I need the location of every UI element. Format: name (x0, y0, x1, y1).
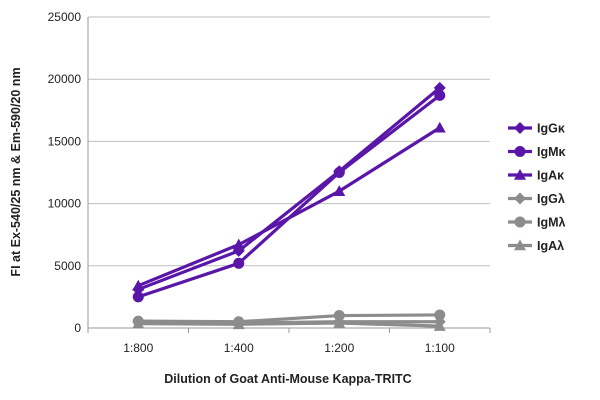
legend-item: IgMλ (508, 216, 566, 230)
legend-label: IgAκ (537, 169, 564, 183)
x-tick-label: 1:400 (224, 341, 254, 355)
legend-item: IgMκ (508, 145, 566, 159)
data-point (433, 81, 446, 94)
x-axis-tick-labels: 1:800 1:400 1:200 1:100 (123, 341, 455, 355)
x-tick-label: 1:100 (425, 341, 455, 355)
data-point (333, 310, 345, 322)
data-point (333, 165, 346, 178)
series-line (138, 320, 440, 325)
series-line (137, 86, 441, 291)
y-tick-label: 5000 (54, 259, 81, 273)
legend-label: IgAλ (537, 239, 564, 253)
data-point (132, 283, 145, 296)
y-axis-tick-labels: 0 5000 10000 15000 20000 25000 (48, 10, 82, 335)
legend-label: IgGκ (537, 122, 565, 136)
legend-marker (514, 192, 526, 205)
data-point (333, 315, 346, 328)
y-tick-label: 25000 (48, 10, 82, 24)
data-point (333, 185, 346, 196)
series-3 (132, 315, 446, 330)
series-layer (132, 81, 446, 331)
x-axis-title: Dilution of Goat Anti-Mouse Kappa-TRITC (164, 372, 411, 386)
data-point (433, 121, 446, 133)
series-0 (132, 81, 446, 296)
legend-label: IgMλ (537, 216, 566, 230)
y-tick-label: 10000 (48, 197, 82, 211)
legend-marker (514, 239, 526, 251)
legend-marker (514, 216, 526, 228)
legend-item: IgGκ (508, 122, 565, 136)
legend-marker (514, 146, 526, 157)
legend-item: IgAλ (508, 239, 564, 253)
legend-item: IgGλ (508, 192, 565, 206)
data-point (232, 244, 245, 257)
data-point (132, 315, 145, 328)
data-point (233, 257, 245, 269)
legend-label: IgMκ (537, 145, 566, 159)
legend-item: IgAκ (508, 169, 564, 183)
data-point (132, 291, 144, 303)
data-point (434, 309, 446, 321)
data-point (232, 317, 245, 330)
data-point (433, 315, 446, 328)
x-tick-label: 1:800 (123, 341, 153, 355)
x-tick-label: 1:200 (324, 341, 354, 355)
axes (87, 17, 491, 333)
grid-lines (88, 16, 490, 267)
y-axis-title: FI at Ex-540/25 nm & Em-590/20 nm (9, 67, 23, 276)
legend-label: IgGλ (537, 192, 565, 206)
legend: IgGκ IgMκ IgAκ IgGλ IgMλ IgAλ (508, 122, 566, 253)
y-tick-label: 15000 (48, 134, 82, 148)
data-point (434, 89, 446, 101)
y-tick-label: 0 (74, 321, 81, 335)
legend-marker (514, 122, 526, 134)
series-2 (132, 121, 446, 291)
y-tick-label: 20000 (48, 72, 82, 86)
series-line (137, 94, 441, 299)
legend-marker (514, 169, 526, 180)
series-line (137, 126, 441, 288)
